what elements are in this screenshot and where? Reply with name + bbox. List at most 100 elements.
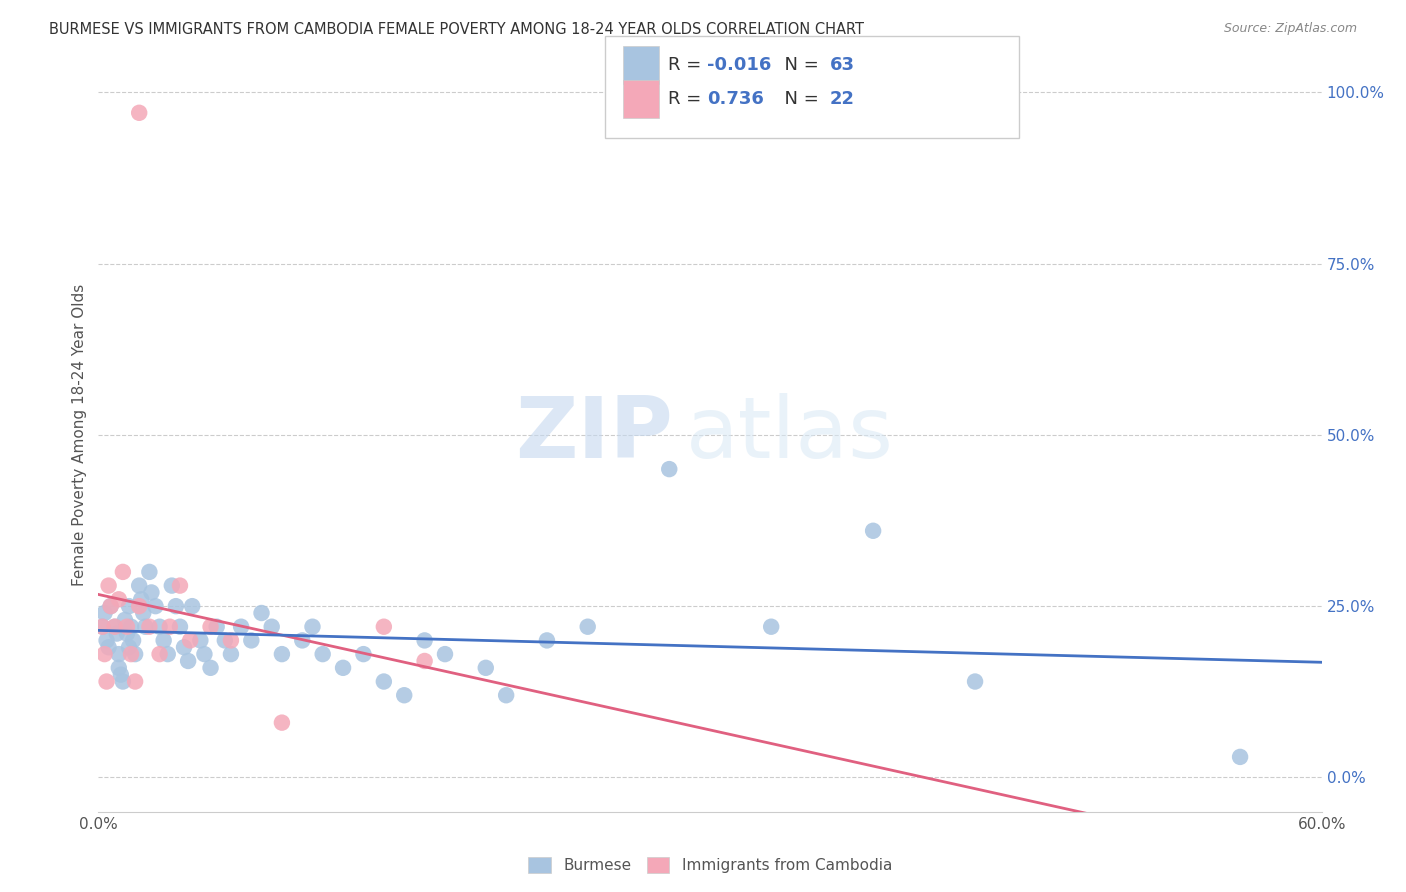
Point bbox=[392, 688, 416, 702]
Point bbox=[862, 524, 884, 538]
Point bbox=[122, 633, 145, 648]
Point bbox=[138, 620, 160, 634]
Point bbox=[100, 599, 122, 614]
Point bbox=[149, 647, 172, 661]
Point bbox=[536, 633, 558, 648]
Point bbox=[111, 565, 134, 579]
Text: Source: ZipAtlas.com: Source: ZipAtlas.com bbox=[1223, 22, 1357, 36]
Point bbox=[169, 620, 191, 634]
Point bbox=[115, 620, 138, 634]
Point bbox=[301, 620, 323, 634]
Point bbox=[169, 578, 191, 592]
Point bbox=[132, 606, 155, 620]
Point bbox=[118, 640, 141, 655]
Point bbox=[128, 105, 150, 120]
Point bbox=[761, 620, 783, 634]
Point bbox=[240, 633, 263, 648]
Point bbox=[658, 462, 681, 476]
Point bbox=[141, 585, 163, 599]
Text: 0.736: 0.736 bbox=[707, 90, 763, 108]
Point bbox=[219, 633, 242, 648]
Point bbox=[120, 620, 142, 634]
Point bbox=[205, 620, 228, 634]
Point bbox=[128, 578, 150, 592]
Text: ZIP: ZIP bbox=[516, 393, 673, 476]
Point bbox=[91, 620, 114, 634]
Point bbox=[312, 647, 335, 661]
Point bbox=[124, 674, 146, 689]
Point bbox=[177, 654, 200, 668]
Point bbox=[91, 620, 114, 634]
Point bbox=[188, 633, 212, 648]
Point bbox=[200, 620, 222, 634]
Point bbox=[219, 647, 242, 661]
Point bbox=[104, 620, 127, 634]
Point bbox=[193, 647, 215, 661]
Point bbox=[149, 620, 172, 634]
Point bbox=[373, 620, 395, 634]
Text: atlas: atlas bbox=[686, 393, 894, 476]
Point bbox=[179, 633, 201, 648]
Text: R =: R = bbox=[668, 90, 707, 108]
Point bbox=[173, 640, 195, 655]
Point bbox=[250, 606, 273, 620]
Point bbox=[111, 674, 134, 689]
Point bbox=[124, 647, 146, 661]
Point bbox=[181, 599, 204, 614]
Text: N =: N = bbox=[773, 90, 825, 108]
Point bbox=[120, 647, 142, 661]
Point bbox=[105, 626, 128, 640]
Point bbox=[145, 599, 167, 614]
Point bbox=[97, 578, 120, 592]
Point bbox=[214, 633, 236, 648]
Point bbox=[332, 661, 354, 675]
Legend: Burmese, Immigrants from Cambodia: Burmese, Immigrants from Cambodia bbox=[522, 851, 898, 880]
Point bbox=[152, 633, 174, 648]
Point bbox=[260, 620, 283, 634]
Point bbox=[97, 640, 120, 655]
Text: 63: 63 bbox=[830, 56, 855, 74]
Point bbox=[413, 654, 436, 668]
Point bbox=[128, 599, 150, 614]
Point bbox=[160, 578, 183, 592]
Point bbox=[129, 592, 152, 607]
Point bbox=[100, 599, 122, 614]
Point bbox=[114, 613, 136, 627]
Point bbox=[165, 599, 187, 614]
Point bbox=[115, 626, 138, 640]
Point bbox=[108, 647, 131, 661]
Point bbox=[93, 647, 115, 661]
Point bbox=[495, 688, 517, 702]
Point bbox=[108, 661, 131, 675]
Text: 22: 22 bbox=[830, 90, 855, 108]
Point bbox=[965, 674, 987, 689]
Point bbox=[108, 592, 131, 607]
Point bbox=[156, 647, 179, 661]
Point bbox=[474, 661, 498, 675]
Point bbox=[373, 674, 395, 689]
Point bbox=[413, 633, 436, 648]
Point bbox=[104, 620, 127, 634]
Text: BURMESE VS IMMIGRANTS FROM CAMBODIA FEMALE POVERTY AMONG 18-24 YEAR OLDS CORRELA: BURMESE VS IMMIGRANTS FROM CAMBODIA FEMA… bbox=[49, 22, 865, 37]
Point bbox=[118, 599, 141, 614]
Point bbox=[270, 715, 294, 730]
Y-axis label: Female Poverty Among 18-24 Year Olds: Female Poverty Among 18-24 Year Olds bbox=[72, 284, 87, 586]
Point bbox=[434, 647, 457, 661]
Point bbox=[1229, 750, 1251, 764]
Text: R =: R = bbox=[668, 56, 707, 74]
Point bbox=[352, 647, 374, 661]
Text: N =: N = bbox=[773, 56, 825, 74]
Point bbox=[159, 620, 181, 634]
Point bbox=[93, 606, 115, 620]
Point bbox=[138, 565, 160, 579]
Point bbox=[231, 620, 253, 634]
Point bbox=[576, 620, 599, 634]
Point bbox=[110, 667, 132, 681]
Text: -0.016: -0.016 bbox=[707, 56, 772, 74]
Point bbox=[134, 620, 156, 634]
Point bbox=[291, 633, 314, 648]
Point bbox=[270, 647, 294, 661]
Point bbox=[200, 661, 222, 675]
Point bbox=[96, 674, 118, 689]
Point bbox=[96, 633, 118, 648]
